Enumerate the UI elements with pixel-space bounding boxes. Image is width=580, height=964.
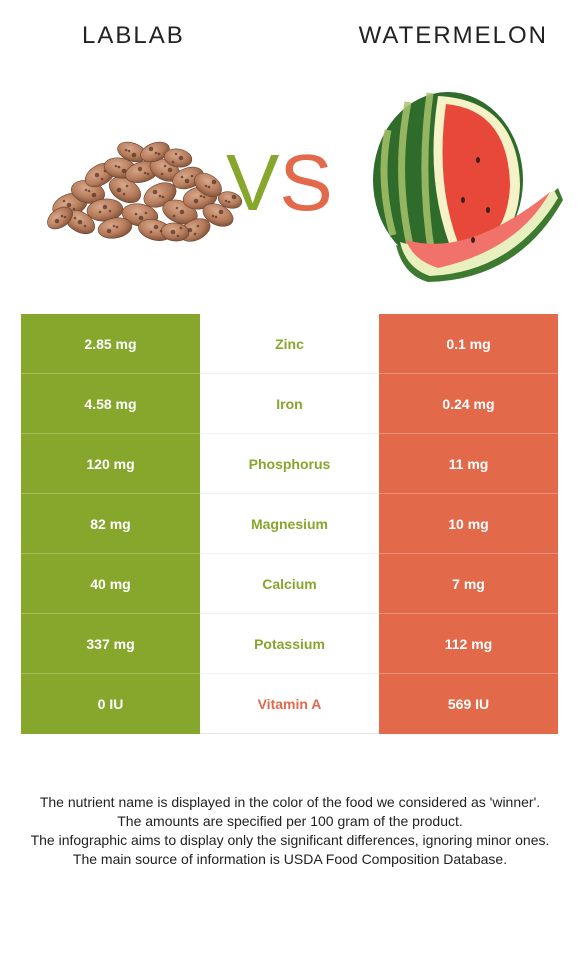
note-winner-color: The nutrient name is displayed in the co… — [39, 794, 541, 810]
left-value: 0 IU — [21, 673, 200, 734]
left-value: 40 mg — [21, 553, 200, 614]
right-value: 112 mg — [379, 613, 558, 674]
comparison-table: 2.85 mg Zinc 0.1 mg 4.58 mg Iron 0.24 mg 120 m… — [21, 314, 558, 734]
nutrient-name: Magnesium — [200, 493, 379, 554]
nutrient-name: Zinc — [200, 314, 379, 374]
table-row: 120 mg Phosphorus 11 mg — [21, 433, 558, 494]
nutrient-name: Potassium — [200, 613, 379, 674]
nutrient-name: Phosphorus — [200, 433, 379, 494]
nutrient-name: Vitamin A — [200, 673, 379, 734]
left-value: 82 mg — [21, 493, 200, 554]
versus-label: VS — [226, 138, 356, 228]
watermelon-image — [373, 92, 563, 282]
table-row: 40 mg Calcium 7 mg — [21, 553, 558, 614]
note-data-source: The main source of information is USDA F… — [72, 851, 508, 867]
left-value: 2.85 mg — [21, 314, 200, 374]
nutrient-name: Calcium — [200, 553, 379, 614]
left-food-title: LABLAB — [82, 22, 185, 49]
table-row: 337 mg Potassium 112 mg — [21, 613, 558, 674]
table-row: 82 mg Magnesium 10 mg — [21, 493, 558, 554]
table-row: 4.58 mg Iron 0.24 mg — [21, 373, 558, 434]
note-per-100g: The amounts are specified per 100 gram o… — [117, 813, 463, 829]
note-significant-differences: The infographic aims to display only the… — [30, 832, 550, 848]
right-value: 7 mg — [379, 553, 558, 614]
footnotes: The nutrient name is displayed in the co… — [20, 793, 560, 869]
table-row: 2.85 mg Zinc 0.1 mg — [21, 314, 558, 374]
left-value: 120 mg — [21, 433, 200, 494]
left-value: 337 mg — [21, 613, 200, 674]
vs-letter-v: V — [226, 138, 280, 227]
right-value: 10 mg — [379, 493, 558, 554]
lablab-beans-image — [47, 141, 243, 242]
right-value: 569 IU — [379, 673, 558, 734]
nutrient-name: Iron — [200, 373, 379, 434]
right-food-title: WATERMELON — [358, 22, 548, 49]
table-row: 0 IU Vitamin A 569 IU — [21, 673, 558, 734]
vs-letter-s: S — [279, 138, 333, 227]
left-value: 4.58 mg — [21, 373, 200, 434]
right-value: 0.1 mg — [379, 314, 558, 374]
right-value: 0.24 mg — [379, 373, 558, 434]
right-value: 11 mg — [379, 433, 558, 494]
